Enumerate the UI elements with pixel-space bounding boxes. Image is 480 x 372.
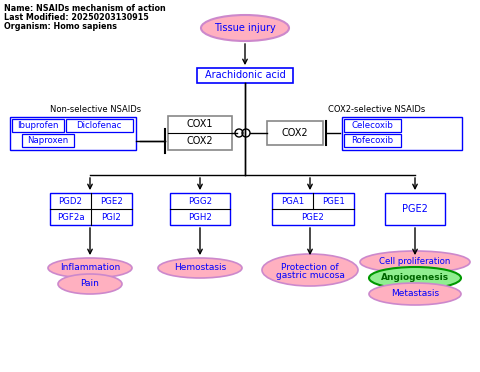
Text: Naproxen: Naproxen	[27, 136, 69, 145]
Text: Arachidonic acid: Arachidonic acid	[204, 71, 286, 80]
Ellipse shape	[262, 254, 358, 286]
FancyBboxPatch shape	[267, 121, 323, 145]
Ellipse shape	[158, 258, 242, 278]
Text: COX2-selective NSAIDs: COX2-selective NSAIDs	[328, 105, 425, 114]
Text: PGG2: PGG2	[188, 196, 212, 205]
Text: COX2: COX2	[187, 136, 213, 146]
Text: Celecoxib: Celecoxib	[351, 121, 393, 130]
FancyBboxPatch shape	[66, 119, 133, 132]
FancyBboxPatch shape	[10, 117, 136, 150]
FancyBboxPatch shape	[344, 134, 401, 147]
Text: Last Modified: 20250203130915: Last Modified: 20250203130915	[4, 13, 149, 22]
Text: Inflammation: Inflammation	[60, 263, 120, 273]
Text: PGE2: PGE2	[402, 204, 428, 214]
Text: Pain: Pain	[81, 279, 99, 289]
Text: Rofecoxib: Rofecoxib	[351, 136, 393, 145]
FancyBboxPatch shape	[272, 193, 354, 225]
Text: Non-selective NSAIDs: Non-selective NSAIDs	[50, 105, 141, 114]
Text: Metastasis: Metastasis	[391, 289, 439, 298]
FancyBboxPatch shape	[342, 117, 462, 150]
Ellipse shape	[201, 15, 289, 41]
FancyBboxPatch shape	[50, 193, 132, 225]
Text: Angiogenesis: Angiogenesis	[381, 273, 449, 282]
Text: PGE2: PGE2	[301, 212, 324, 221]
Text: Protection of: Protection of	[281, 263, 339, 272]
Text: PGE1: PGE1	[322, 196, 345, 205]
FancyBboxPatch shape	[170, 193, 230, 225]
FancyBboxPatch shape	[197, 68, 293, 83]
Text: PGF2a: PGF2a	[57, 212, 84, 221]
Text: Hemostasis: Hemostasis	[174, 263, 226, 273]
FancyBboxPatch shape	[168, 116, 232, 150]
FancyBboxPatch shape	[12, 119, 64, 132]
FancyBboxPatch shape	[385, 193, 445, 225]
Ellipse shape	[369, 267, 461, 289]
FancyBboxPatch shape	[22, 134, 74, 147]
Text: PGD2: PGD2	[59, 196, 83, 205]
Text: Organism: Homo sapiens: Organism: Homo sapiens	[4, 22, 117, 31]
Text: Cell proliferation: Cell proliferation	[379, 257, 451, 266]
Text: Diclofenac: Diclofenac	[76, 121, 122, 130]
Text: Ibuprofen: Ibuprofen	[17, 121, 59, 130]
Text: PGA1: PGA1	[281, 196, 304, 205]
Text: COX2: COX2	[282, 128, 308, 138]
Text: gastric mucosa: gastric mucosa	[276, 272, 345, 280]
Text: Name: NSAIDs mechanism of action: Name: NSAIDs mechanism of action	[4, 4, 166, 13]
Text: PGE2: PGE2	[100, 196, 123, 205]
Ellipse shape	[58, 274, 122, 294]
Ellipse shape	[369, 283, 461, 305]
Text: COX1: COX1	[187, 119, 213, 129]
Ellipse shape	[48, 258, 132, 278]
Ellipse shape	[360, 251, 470, 273]
Text: PGH2: PGH2	[188, 212, 212, 221]
Text: Tissue injury: Tissue injury	[214, 23, 276, 33]
Text: PGI2: PGI2	[102, 212, 121, 221]
FancyBboxPatch shape	[344, 119, 401, 132]
